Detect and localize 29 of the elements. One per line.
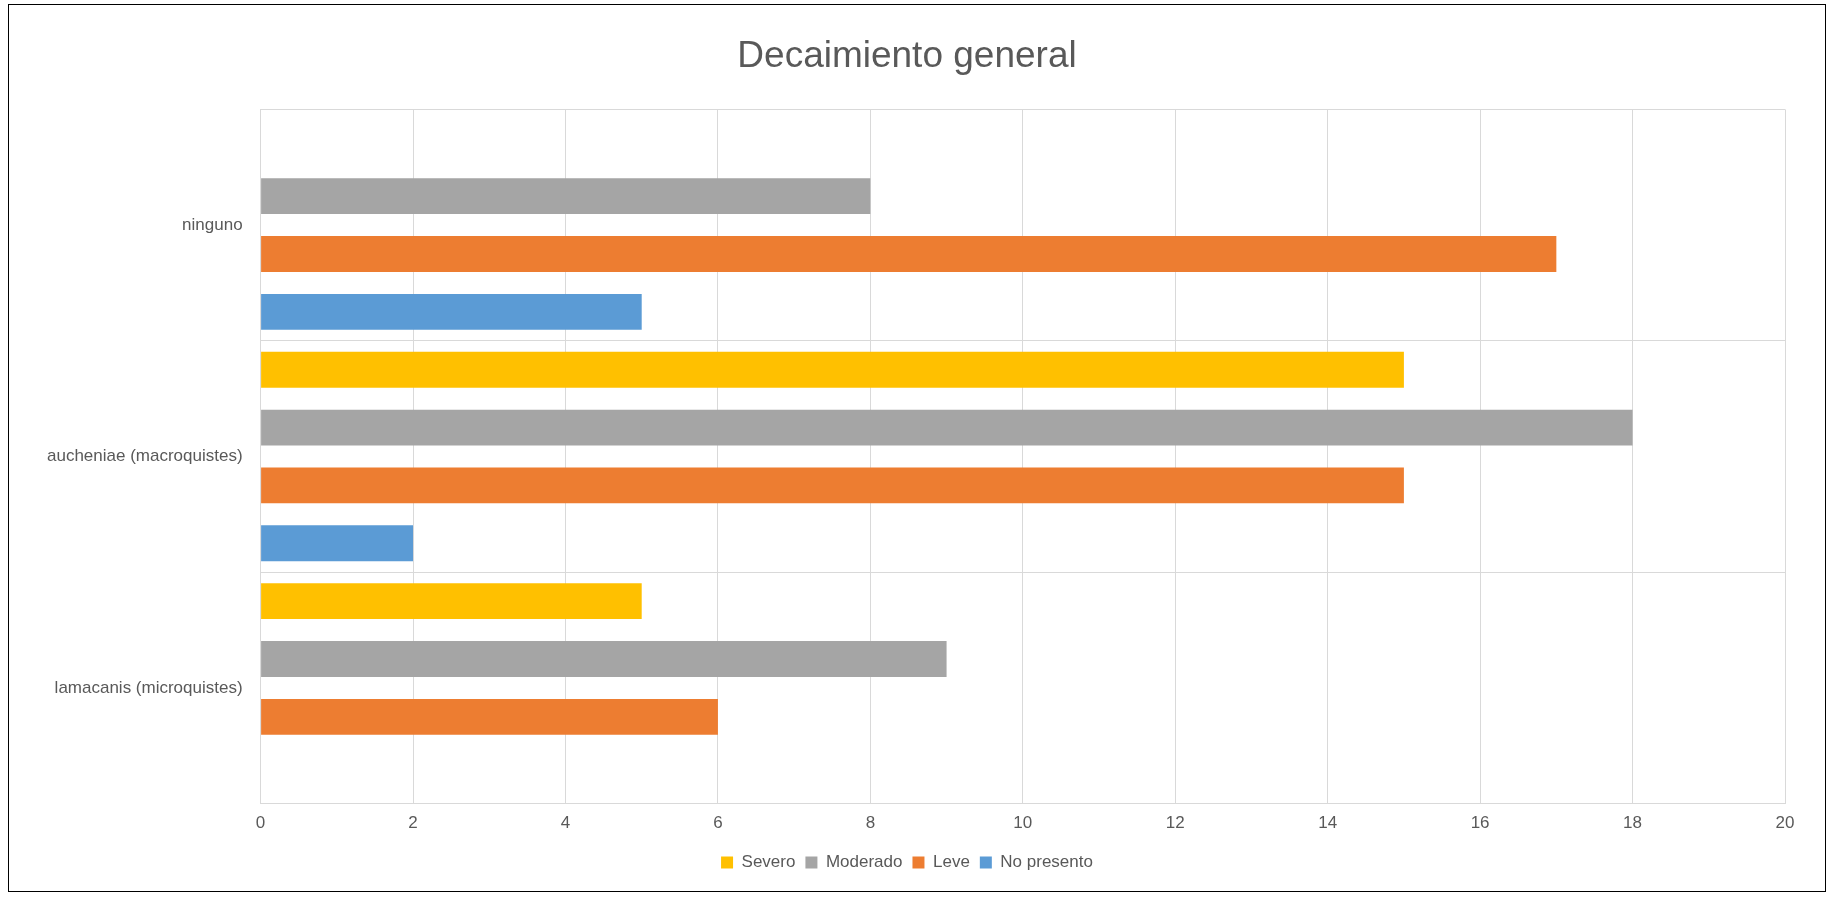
bar [261,236,1557,272]
bar [261,641,947,677]
x-tick-label: 2 [408,813,418,833]
bar [261,293,642,330]
bar [261,409,1633,446]
legend-label: Moderado [825,852,903,872]
x-tick-label: 4 [560,813,571,833]
bar [261,467,1404,504]
x-tick-label: 14 [1318,813,1338,833]
bar [261,351,1404,388]
y-tick-label: ninguno [182,214,243,234]
x-tick-label: 0 [255,813,266,833]
x-tick-label: 16 [1470,813,1490,833]
y-tick-label: aucheniae (macroquistes) [46,446,243,466]
legend-label: Severo [741,852,796,872]
legend-label: No presento [1000,852,1093,872]
bar [261,698,718,735]
x-tick-label: 20 [1775,813,1795,833]
bar [261,583,642,620]
x-tick-label: 6 [713,813,723,833]
chart-title: Decaimiento general [737,34,1077,76]
bar [261,178,871,215]
x-tick-label: 10 [1013,813,1033,833]
y-tick-label: lamacanis (microquistes) [54,677,243,697]
x-tick-label: 12 [1165,813,1185,833]
bar [261,525,414,562]
x-tick-label: 18 [1623,813,1643,833]
legend-label: Leve [932,852,970,872]
x-tick-label: 8 [865,813,876,833]
